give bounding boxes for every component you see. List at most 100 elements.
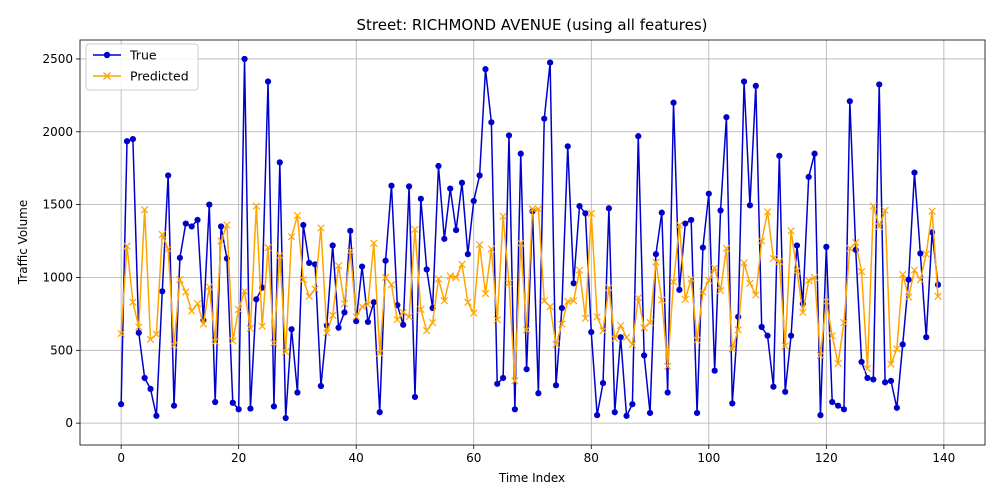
data-point-true <box>787 332 795 339</box>
data-point-predicted <box>287 232 296 241</box>
data-point-true <box>582 210 589 217</box>
data-point-predicted <box>587 209 595 218</box>
data-point-true <box>405 183 413 190</box>
data-point-predicted <box>187 307 196 315</box>
data-point-predicted <box>540 297 548 305</box>
data-point-predicted <box>934 292 942 301</box>
data-point-predicted <box>276 251 284 260</box>
data-point-predicted <box>211 337 219 346</box>
data-point-predicted <box>846 244 854 253</box>
data-point-true <box>388 182 395 189</box>
data-point-true <box>517 150 524 157</box>
data-point-predicted <box>675 221 684 229</box>
data-point-predicted <box>229 337 237 345</box>
x-tick-label: 80 <box>584 451 599 465</box>
data-point-true <box>558 304 565 312</box>
y-tick-label: 500 <box>50 343 73 357</box>
data-point-true <box>376 409 383 416</box>
data-point-predicted <box>170 341 178 349</box>
data-point-predicted <box>252 202 261 210</box>
data-point-true <box>441 235 448 242</box>
data-point-true <box>176 254 184 261</box>
data-point-predicted <box>910 266 919 274</box>
data-point-predicted <box>135 323 143 331</box>
data-point-true <box>870 376 877 383</box>
data-point-predicted <box>622 333 631 341</box>
data-point-predicted <box>658 296 666 304</box>
data-point-predicted <box>446 272 454 280</box>
data-point-true <box>664 389 671 396</box>
data-point-true <box>470 197 477 205</box>
data-point-predicted <box>628 340 637 349</box>
data-point-true <box>840 406 848 413</box>
data-point-true <box>482 66 489 73</box>
data-point-predicted <box>334 262 343 270</box>
data-point-true <box>576 202 583 210</box>
data-point-true <box>317 382 325 390</box>
data-point-predicted <box>158 230 166 239</box>
data-point-predicted <box>381 273 390 282</box>
data-point-predicted <box>258 322 266 330</box>
data-point-predicted <box>487 245 496 253</box>
data-point-true <box>453 227 460 234</box>
data-point-predicted <box>634 294 643 302</box>
y-tick-label: 2000 <box>42 125 73 139</box>
data-point-predicted <box>857 267 866 276</box>
data-point-true <box>599 379 607 387</box>
data-point-true <box>629 401 636 408</box>
data-point-predicted <box>152 330 161 339</box>
data-point-predicted <box>223 221 231 229</box>
x-tick-label: 0 <box>117 451 125 465</box>
data-point-true <box>746 202 754 209</box>
data-point-true <box>811 150 818 157</box>
data-point-true <box>611 409 618 416</box>
y-tick-label: 1000 <box>42 270 73 284</box>
data-point-predicted <box>475 240 484 249</box>
data-point-true <box>464 251 471 258</box>
data-point-predicted <box>140 205 149 214</box>
x-tick-label: 140 <box>932 451 955 465</box>
data-point-predicted <box>405 313 413 321</box>
data-point-true <box>118 401 125 408</box>
data-point-predicted <box>493 315 501 324</box>
data-point-predicted <box>646 318 654 327</box>
data-point-true <box>764 332 771 339</box>
y-axis-label: Traffic Volume <box>16 200 30 286</box>
data-point-predicted <box>611 334 619 343</box>
data-point-predicted <box>705 276 713 285</box>
data-point-predicted <box>375 349 384 357</box>
data-point-predicted <box>569 297 578 305</box>
data-point-predicted <box>822 297 831 306</box>
series-predicted <box>117 202 942 385</box>
data-point-predicted <box>893 345 901 353</box>
data-point-true <box>253 296 260 303</box>
data-point-true <box>182 220 189 227</box>
data-point-predicted <box>458 260 466 269</box>
data-point-true <box>382 257 389 264</box>
data-point-true <box>823 243 830 250</box>
data-point-predicted <box>182 288 190 296</box>
data-point-true <box>329 242 336 249</box>
data-point-predicted <box>558 320 566 328</box>
data-point-true <box>911 169 918 176</box>
data-point-predicted <box>411 225 419 234</box>
data-point-predicted <box>393 315 402 324</box>
y-axis: 0 500 1000 1500 2000 2500 <box>42 52 80 430</box>
data-point-true <box>123 138 131 145</box>
data-point-true <box>282 414 289 422</box>
data-point-true <box>834 402 842 409</box>
data-point-true <box>693 409 701 417</box>
data-point-predicted <box>193 299 202 308</box>
series-true <box>118 55 942 422</box>
data-point-true <box>676 286 683 293</box>
data-point-predicted <box>399 308 407 317</box>
data-point-predicted <box>687 275 695 283</box>
data-point-predicted <box>440 297 449 305</box>
data-point-true <box>241 55 248 63</box>
y-tick-label: 2500 <box>42 52 73 66</box>
data-point-predicted <box>340 299 349 308</box>
data-point-predicted <box>234 305 243 314</box>
data-point-true <box>829 398 836 406</box>
data-point-predicted <box>781 342 789 350</box>
